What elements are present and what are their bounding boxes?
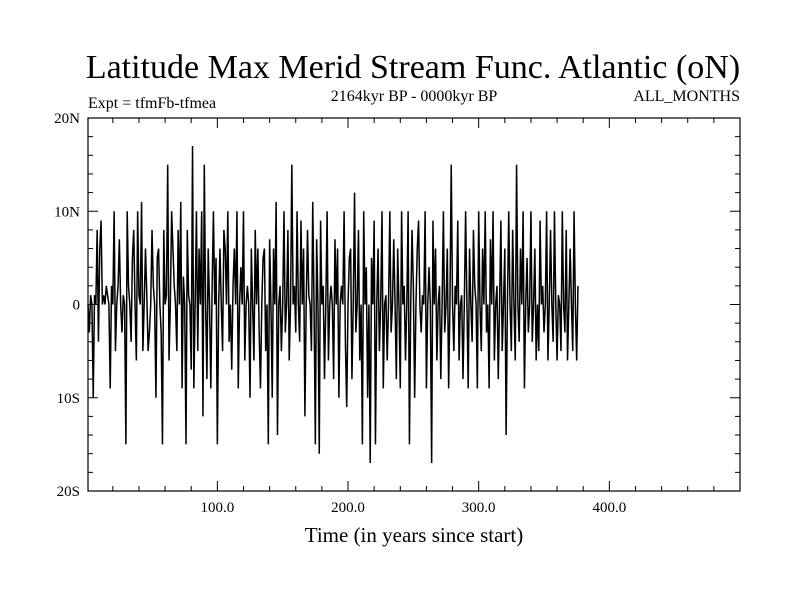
y-tick-label: 20N	[54, 111, 80, 127]
x-tick-label: 400.0	[592, 500, 626, 516]
series-group	[87, 145, 579, 464]
y-tick-label: 20S	[57, 484, 80, 500]
x-axis-label: Time (in years since start)	[305, 523, 524, 547]
plot-frame	[87, 117, 741, 492]
chart-title: Latitude Max Merid Stream Func. Atlantic…	[86, 49, 740, 86]
y-tick-label: 10S	[57, 391, 80, 407]
y-tick-label: 10N	[54, 204, 80, 220]
y-tick-label: 0	[73, 298, 81, 314]
experiment-label: Expt = tfmFb-tfmea	[88, 95, 216, 112]
x-tick-label: 300.0	[462, 500, 496, 516]
x-tick-label: 100.0	[200, 500, 234, 516]
months-label: ALL_MONTHS	[633, 88, 740, 105]
axes-group: 100.0 200.0 300.0 400.0 20N 10N 0 10S 20S	[54, 111, 740, 516]
x-tick-label: 200.0	[331, 500, 365, 516]
period-label: 2164kyr BP - 0000kyr BP	[331, 88, 498, 105]
series-line-latitude	[87, 145, 579, 464]
